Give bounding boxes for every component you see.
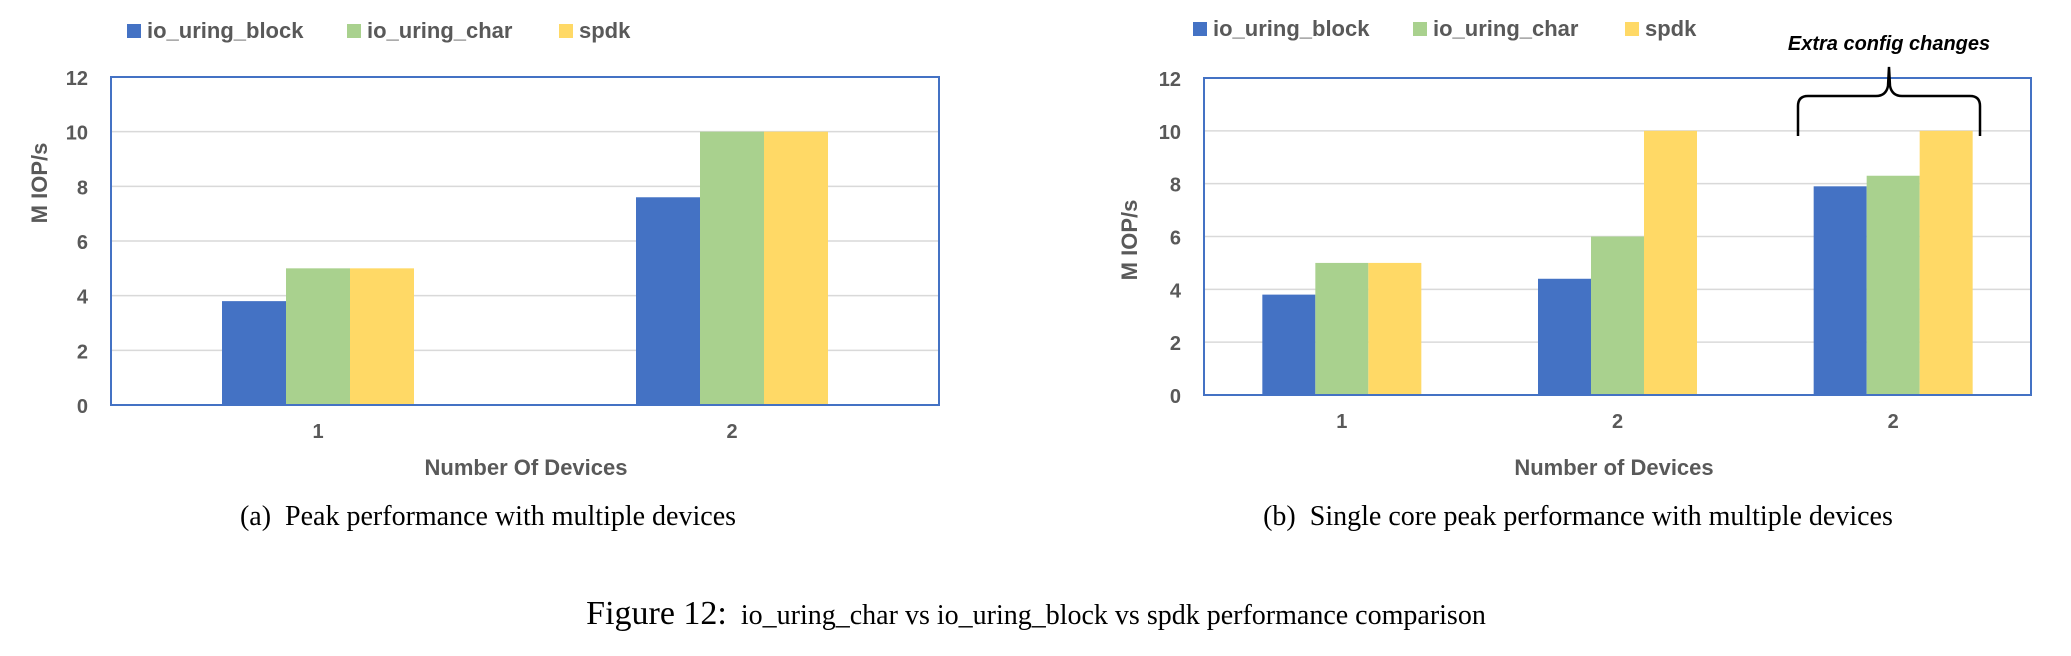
bar-io-uring-block-3 bbox=[1813, 186, 1867, 395]
legend-label-spdk: spdk bbox=[579, 18, 631, 43]
y-tick-label: 8 bbox=[1170, 175, 1181, 197]
y-tick-label: 0 bbox=[77, 396, 88, 418]
y-tick-label: 10 bbox=[66, 123, 88, 145]
legend-label-io-uring-block: io_uring_block bbox=[147, 18, 304, 43]
extra-config-annotation: Extra config changes bbox=[1788, 33, 1990, 55]
legend-label-spdk: spdk bbox=[1645, 16, 1697, 41]
figure-caption-label: Figure 12: bbox=[586, 595, 727, 632]
y-tick-label: 4 bbox=[77, 287, 89, 309]
bar-io-uring-block-1 bbox=[1262, 294, 1316, 395]
chart-a-plot-frame bbox=[110, 76, 940, 406]
bar-io-uring-block-1 bbox=[222, 301, 286, 405]
chart-b-plot-frame bbox=[1203, 77, 2032, 396]
chart-b-bars bbox=[1262, 130, 1973, 396]
chart-a-y-ticks: 0 2 4 6 8 10 12 bbox=[66, 68, 89, 418]
legend-swatch-spdk bbox=[559, 24, 573, 38]
bar-spdk-2 bbox=[764, 131, 828, 405]
chart-a-bars bbox=[222, 131, 828, 405]
bar-spdk-2 bbox=[1644, 130, 1697, 396]
legend-swatch-io-uring-char bbox=[347, 24, 361, 38]
legend-swatch-io-uring-block bbox=[127, 24, 141, 38]
legend-label-io-uring-char: io_uring_char bbox=[1433, 16, 1579, 41]
y-tick-label: 12 bbox=[66, 68, 88, 90]
extra-config-brace bbox=[1796, 66, 1982, 136]
bar-io-uring-char-1 bbox=[286, 268, 350, 405]
legend-swatch-io-uring-char bbox=[1413, 22, 1427, 36]
chart-a-x-axis-label: Number Of Devices bbox=[425, 455, 628, 480]
figure-caption-text: io_uring_char vs io_uring_block vs spdk … bbox=[741, 600, 1486, 631]
chart-a-caption: (a) Peak performance with multiple devic… bbox=[240, 501, 736, 532]
y-tick-label: 6 bbox=[1170, 228, 1181, 250]
y-tick-label: 12 bbox=[1159, 69, 1181, 91]
y-tick-label: 4 bbox=[1170, 280, 1182, 302]
chart-b-caption: (b) Single core peak performance with mu… bbox=[1263, 501, 1893, 532]
legend-label-io-uring-char: io_uring_char bbox=[367, 18, 513, 43]
bar-io-uring-block-2 bbox=[636, 197, 700, 405]
y-tick-label: 2 bbox=[77, 341, 88, 363]
chart-b-legend: io_uring_block io_uring_char spdk bbox=[1193, 16, 1697, 41]
chart-a-y-axis-label: M IOP/s bbox=[27, 143, 52, 224]
chart-b-x-ticks: 1 2 2 bbox=[1336, 411, 1898, 433]
chart-b-y-ticks: 0 2 4 6 8 10 12 bbox=[1159, 69, 1182, 408]
x-tick-label: 1 bbox=[312, 421, 323, 443]
bar-spdk-3 bbox=[1919, 130, 1973, 396]
x-tick-label: 2 bbox=[1888, 411, 1899, 433]
y-tick-label: 6 bbox=[77, 232, 88, 254]
legend-label-io-uring-block: io_uring_block bbox=[1213, 16, 1370, 41]
chart-b-x-axis-label: Number of Devices bbox=[1514, 455, 1713, 480]
y-tick-label: 10 bbox=[1159, 122, 1181, 144]
x-tick-label: 2 bbox=[1612, 411, 1623, 433]
bar-io-uring-block-2 bbox=[1538, 278, 1591, 395]
bar-spdk-1 bbox=[1368, 262, 1422, 395]
chart-b-y-axis-label: M IOP/s bbox=[1117, 200, 1142, 281]
y-tick-label: 8 bbox=[77, 177, 88, 199]
x-tick-label: 1 bbox=[1336, 411, 1347, 433]
x-tick-label: 2 bbox=[726, 421, 737, 443]
bar-spdk-1 bbox=[350, 268, 414, 405]
legend-swatch-io-uring-block bbox=[1193, 22, 1207, 36]
bar-io-uring-char-3 bbox=[1866, 175, 1920, 395]
bar-io-uring-char-2 bbox=[1591, 236, 1644, 395]
chart-b: io_uring_block io_uring_char spdk 0 2 4 6 8 10 1… bbox=[1117, 16, 2032, 532]
legend-swatch-spdk bbox=[1625, 22, 1639, 36]
chart-a-legend: io_uring_block io_uring_char spdk bbox=[127, 18, 631, 43]
bar-io-uring-char-2 bbox=[700, 131, 764, 405]
y-tick-label: 2 bbox=[1170, 333, 1181, 355]
bar-io-uring-char-1 bbox=[1315, 262, 1369, 395]
chart-a: io_uring_block io_uring_char spdk 0 2 4 6 8 10 1… bbox=[27, 18, 940, 532]
figure-caption: Figure 12: io_uring_char vs io_uring_blo… bbox=[586, 595, 1486, 632]
y-tick-label: 0 bbox=[1170, 386, 1181, 408]
